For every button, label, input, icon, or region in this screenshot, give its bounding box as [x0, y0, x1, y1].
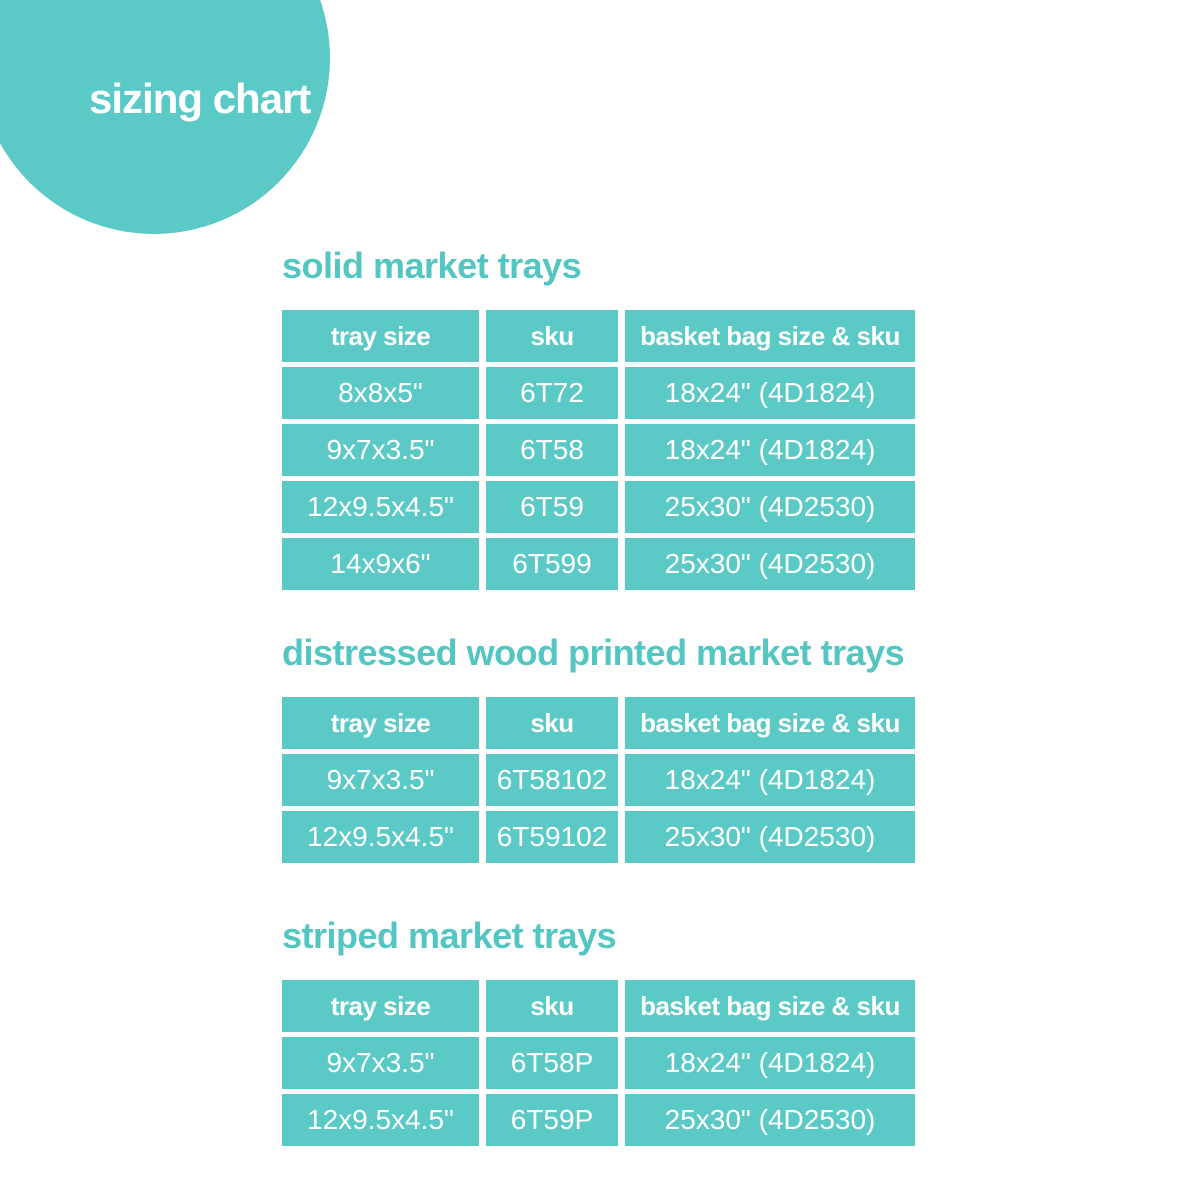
column-header-basket-bag: basket bag size & sku — [625, 697, 915, 749]
section-distressed-wood-market-trays: distressed wood printed market trays tra… — [282, 635, 915, 863]
sizing-table: tray size sku basket bag size & sku 8x8x… — [282, 310, 915, 590]
section-title: striped market trays — [282, 915, 617, 956]
cell-sku: 6T59102 — [486, 811, 618, 863]
column-header-basket-bag: basket bag size & sku — [625, 310, 915, 362]
cell-sku: 6T72 — [486, 367, 618, 419]
column-header-tray-size: tray size — [282, 310, 479, 362]
cell-basket-bag: 25x30" (4D2530) — [625, 538, 915, 590]
cell-sku: 6T58102 — [486, 754, 618, 806]
cell-sku: 6T59P — [486, 1094, 618, 1146]
column-header-sku: sku — [486, 310, 618, 362]
cell-sku: 6T59 — [486, 481, 618, 533]
cell-sku: 6T58P — [486, 1037, 618, 1089]
cell-basket-bag: 18x24" (4D1824) — [625, 1037, 915, 1089]
cell-basket-bag: 18x24" (4D1824) — [625, 424, 915, 476]
cell-tray-size: 9x7x3.5" — [282, 754, 479, 806]
badge-label: sizing chart — [89, 75, 311, 122]
cell-tray-size: 12x9.5x4.5" — [282, 1094, 479, 1146]
section-title: distressed wood printed market trays — [282, 632, 905, 673]
cell-tray-size: 14x9x6" — [282, 538, 479, 590]
column-header-sku: sku — [486, 697, 618, 749]
cell-tray-size: 8x8x5" — [282, 367, 479, 419]
cell-tray-size: 12x9.5x4.5" — [282, 811, 479, 863]
column-header-sku: sku — [486, 980, 618, 1032]
column-header-tray-size: tray size — [282, 697, 479, 749]
column-header-basket-bag: basket bag size & sku — [625, 980, 915, 1032]
column-header-tray-size: tray size — [282, 980, 479, 1032]
sizing-table: tray size sku basket bag size & sku 9x7x… — [282, 697, 915, 863]
cell-tray-size: 9x7x3.5" — [282, 424, 479, 476]
cell-basket-bag: 25x30" (4D2530) — [625, 1094, 915, 1146]
section-striped-market-trays: striped market trays tray size sku baske… — [282, 918, 915, 1146]
section-solid-market-trays: solid market trays tray size sku basket … — [282, 248, 915, 590]
cell-tray-size: 12x9.5x4.5" — [282, 481, 479, 533]
cell-basket-bag: 25x30" (4D2530) — [625, 481, 915, 533]
sizing-table: tray size sku basket bag size & sku 9x7x… — [282, 980, 915, 1146]
cell-sku: 6T599 — [486, 538, 618, 590]
cell-sku: 6T58 — [486, 424, 618, 476]
cell-tray-size: 9x7x3.5" — [282, 1037, 479, 1089]
cell-basket-bag: 18x24" (4D1824) — [625, 754, 915, 806]
cell-basket-bag: 18x24" (4D1824) — [625, 367, 915, 419]
section-title: solid market trays — [282, 245, 582, 286]
cell-basket-bag: 25x30" (4D2530) — [625, 811, 915, 863]
